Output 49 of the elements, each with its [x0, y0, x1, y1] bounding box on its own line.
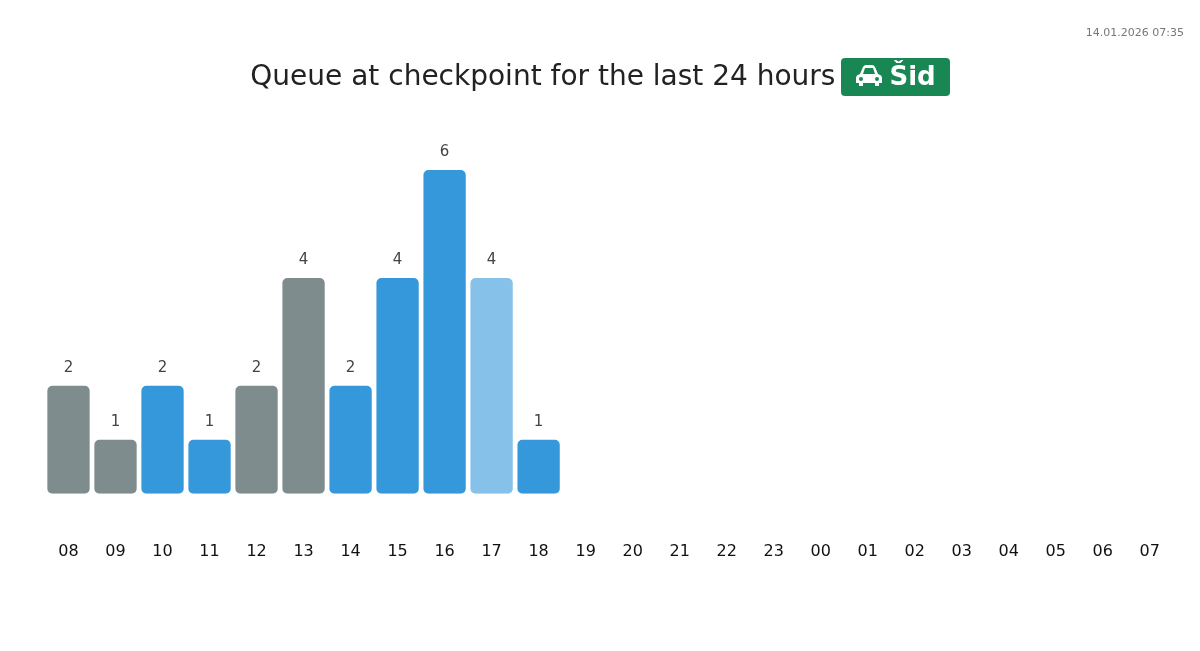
data-label: 2	[157, 358, 168, 377]
x-tick-label: 05	[1045, 540, 1066, 560]
bar	[329, 385, 372, 494]
data-label: 4	[392, 250, 403, 269]
x-tick-label: 10	[152, 540, 173, 560]
bar	[517, 439, 560, 494]
x-tick-label: 20	[622, 540, 643, 560]
data-label: 1	[533, 412, 544, 431]
data-label: 1	[204, 412, 215, 431]
x-tick-label: 18	[528, 540, 549, 560]
x-tick-label: 01	[857, 540, 878, 560]
x-tick-label: 06	[1092, 540, 1113, 560]
x-tick-label: 02	[904, 540, 925, 560]
x-tick-label: 14	[340, 540, 361, 560]
data-label: 1	[110, 412, 121, 431]
x-tick-label: 03	[951, 540, 972, 560]
data-label: 2	[345, 358, 356, 377]
bar	[235, 385, 278, 494]
bar	[47, 385, 90, 494]
x-tick-label: 17	[481, 540, 502, 560]
x-tick-label: 11	[199, 540, 220, 560]
x-tick-label: 04	[998, 540, 1019, 560]
bar	[423, 170, 466, 494]
bar	[188, 439, 231, 494]
data-label: 2	[251, 358, 262, 377]
x-tick-label: 13	[293, 540, 314, 560]
x-tick-label: 12	[246, 540, 267, 560]
x-tick-label: 15	[387, 540, 408, 560]
bar	[282, 277, 325, 494]
bar	[94, 439, 137, 494]
x-tick-label: 19	[575, 540, 596, 560]
x-tick-label: 00	[810, 540, 831, 560]
bar	[141, 385, 184, 494]
x-tick-label: 21	[669, 540, 690, 560]
x-tick-label: 07	[1139, 540, 1160, 560]
x-tick-label: 23	[763, 540, 784, 560]
text: 14.01.2026 07:35	[1085, 26, 1184, 39]
x-tick-label: 16	[434, 540, 455, 560]
chart-subtitle: Šid	[889, 61, 936, 91]
data-label: 4	[486, 250, 497, 269]
data-label: 4	[298, 250, 309, 269]
bar	[376, 277, 419, 494]
x-tick-label: 22	[716, 540, 737, 560]
data-label: 2	[63, 358, 74, 377]
x-tick-label: 09	[105, 540, 126, 560]
bar	[470, 277, 513, 494]
x-tick-label: 08	[58, 540, 79, 560]
chart-title: Queue at checkpoint for the last 24 hours	[250, 59, 836, 92]
data-label: 6	[439, 142, 450, 161]
